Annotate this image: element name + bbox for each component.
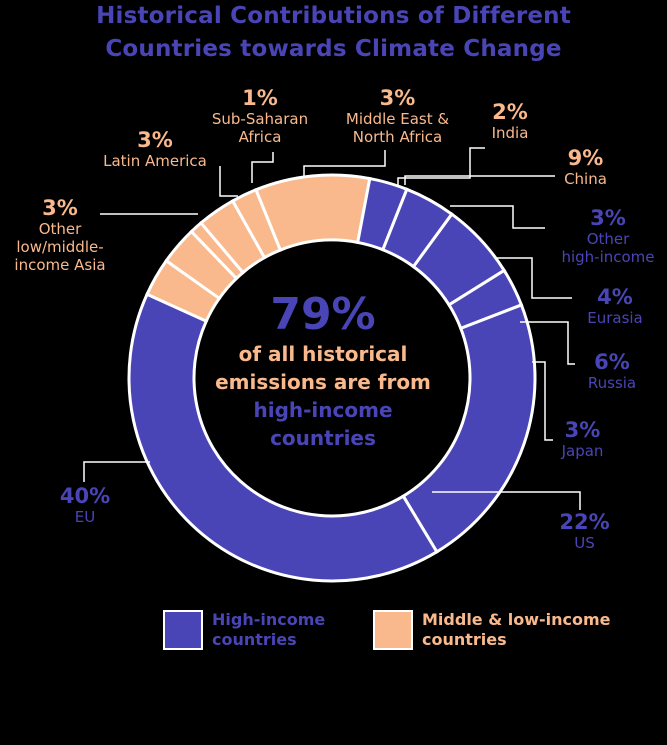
leader-line-india: [397, 147, 485, 186]
label-india: 2% India: [470, 100, 550, 142]
label-name-middle-east-north-africa-2: North Africa: [352, 128, 443, 146]
label-name-other-low-middle-income-asia-1: Other: [38, 220, 82, 238]
leader-line-middle-east-north-africa: [303, 150, 386, 178]
label-name-china-1: China: [564, 170, 607, 188]
label-name-japan-1: Japan: [561, 442, 604, 460]
label-percent-latin-america: 3%: [137, 128, 173, 152]
center-percent: 79%: [270, 289, 376, 340]
label-name-eu-1: EU: [74, 508, 96, 526]
label-percent-other-high-income: 3%: [590, 206, 626, 230]
label-latin-america: 3% Latin America: [85, 128, 225, 170]
legend-swatch-low: [373, 610, 413, 650]
label-name-sub-saharan-africa-2: Africa: [238, 128, 282, 146]
chart-title: Historical Contributions of Different Co…: [0, 0, 667, 66]
label-other-low-middle-income-asia: 3% Other low/middle-income Asia: [0, 196, 120, 274]
label-percent-us: 22%: [559, 510, 610, 534]
chart-title-line-1: Historical Contributions of Different: [96, 3, 571, 29]
label-name-other-low-middle-income-asia-2: low/middle-: [16, 238, 104, 256]
legend-label-high: High-income countries: [212, 610, 325, 650]
slice-india: [230, 187, 283, 260]
label-percent-other-low-middle-income-asia: 3%: [42, 196, 78, 220]
label-percent-eurasia: 4%: [597, 285, 633, 309]
label-name-middle-east-north-africa-1: Middle East &: [345, 110, 450, 128]
label-name-other-high-income-1: Other: [586, 230, 630, 248]
label-percent-eu: 40%: [59, 484, 111, 508]
leader-line-russia: [520, 321, 575, 365]
leader-line-us: [432, 491, 581, 510]
legend-high-line-1: High-income: [212, 610, 326, 629]
label-name-russia-1: Russia: [587, 374, 637, 392]
label-middle-east-north-africa: 3% Middle East & North Africa: [325, 86, 470, 146]
legend-low-line-1: Middle & low-income: [422, 610, 611, 629]
chart-title-line-2: Countries towards Climate Change: [105, 36, 562, 62]
label-percent-russia: 6%: [594, 350, 630, 374]
label-name-india-1: India: [491, 124, 529, 142]
center-line-2: emissions are from: [215, 370, 431, 394]
label-other-high-income: 3% Other high-income: [549, 206, 667, 266]
label-name-latin-america-1: Latin America: [103, 152, 207, 170]
leader-line-latin-america: [219, 166, 238, 197]
label-name-other-high-income-2: high-income: [561, 248, 655, 266]
leader-line-eu: [83, 461, 150, 482]
center-line-4: countries: [270, 426, 376, 450]
label-name-eurasia-1: Eurasia: [587, 309, 643, 327]
label-percent-sub-saharan-africa: 1%: [242, 86, 278, 110]
label-percent-japan: 3%: [564, 418, 601, 442]
label-percent-china: 9%: [567, 146, 604, 170]
label-eurasia: 4% Eurasia: [575, 285, 655, 327]
label-name-other-low-middle-income-asia-3: income Asia: [14, 256, 106, 274]
leader-line-eurasia: [495, 257, 572, 299]
label-name-us-1: US: [574, 534, 595, 552]
center-line-3: high-income: [253, 398, 393, 422]
label-name-sub-saharan-africa-1: Sub-Saharan: [211, 110, 309, 128]
center-annotation: 79% of all historical emissions are from…: [198, 290, 448, 452]
leader-line-china: [404, 175, 555, 185]
label-china: 9% China: [528, 146, 643, 188]
slice-eu: [127, 292, 439, 583]
label-japan: 3% Japan: [550, 418, 615, 460]
legend-swatch-high: [163, 610, 203, 650]
leader-line-other-high-income: [450, 205, 545, 229]
legend-low-line-2: countries: [422, 630, 507, 649]
label-eu: 40% EU: [40, 484, 130, 526]
center-line-1: of all historical: [238, 342, 408, 366]
label-us: 22% US: [542, 510, 627, 552]
label-russia: 6% Russia: [577, 350, 647, 392]
legend-label-low: Middle & low-income countries: [422, 610, 611, 650]
leader-line-japan: [532, 361, 553, 441]
legend-high-line-2: countries: [212, 630, 297, 649]
label-sub-saharan-africa: 1% Sub-Saharan Africa: [195, 86, 325, 146]
leader-line-sub-saharan-africa: [251, 152, 274, 183]
label-percent-middle-east-north-africa: 3%: [379, 86, 416, 110]
label-percent-india: 2%: [492, 100, 528, 124]
